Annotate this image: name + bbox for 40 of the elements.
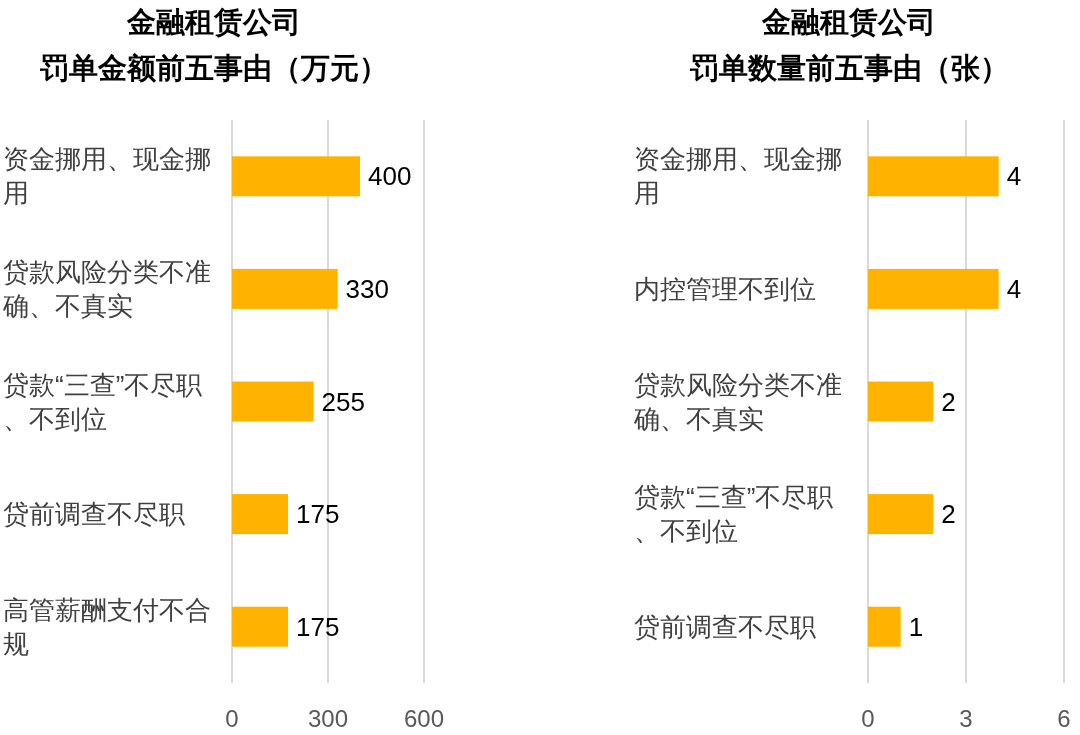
data-label: 175 bbox=[296, 499, 340, 530]
y-tick-label: 贷款风险分类不准确、不真实 bbox=[2, 256, 211, 321]
data-label: 1 bbox=[908, 611, 924, 642]
chart-title: 金融租赁公司 bbox=[125, 6, 301, 38]
x-tick-label: 0 bbox=[861, 705, 875, 732]
bar bbox=[868, 156, 999, 197]
data-label: 255 bbox=[321, 386, 365, 417]
bar bbox=[232, 494, 288, 535]
y-tick-label: 资金挪用、现金挪用 bbox=[3, 144, 211, 209]
chart-subtitle: 罚单数量前五事由（张） bbox=[688, 52, 1009, 84]
data-label: 400 bbox=[368, 161, 412, 192]
x-tick-label: 600 bbox=[403, 705, 445, 732]
bar bbox=[232, 156, 360, 197]
bar bbox=[232, 606, 288, 647]
data-label: 330 bbox=[345, 273, 389, 304]
y-tick-label: 贷前调查不尽职 bbox=[3, 499, 185, 530]
data-label: 4 bbox=[1006, 273, 1022, 304]
chart-title: 金融租赁公司 bbox=[761, 6, 936, 38]
data-label: 175 bbox=[296, 611, 340, 642]
x-tick-label: 300 bbox=[307, 705, 349, 732]
x-tick-label: 3 bbox=[959, 705, 973, 732]
y-tick-label: 内控管理不到位 bbox=[634, 273, 816, 304]
y-tick-label: 高管薪酬支付不合规 bbox=[3, 594, 211, 659]
bar bbox=[868, 606, 901, 647]
y-tick-label: 贷前调查不尽职 bbox=[634, 611, 816, 642]
data-label: 2 bbox=[941, 386, 956, 417]
bar bbox=[232, 381, 314, 422]
chart-subtitle: 罚单金额前五事由（万元） bbox=[38, 52, 388, 84]
bar bbox=[868, 494, 934, 535]
bar bbox=[232, 268, 338, 309]
x-tick-label: 6 bbox=[1057, 705, 1071, 732]
y-tick-label: 贷款“三查”不尽职、不到位 bbox=[634, 482, 834, 547]
data-label: 2 bbox=[941, 499, 956, 530]
bar bbox=[868, 381, 934, 422]
data-label: 4 bbox=[1006, 161, 1022, 192]
y-tick-label: 贷款风险分类不准确、不真实 bbox=[633, 369, 842, 434]
bar bbox=[868, 268, 999, 309]
y-tick-label: 贷款“三查”不尽职、不到位 bbox=[3, 369, 203, 434]
x-tick-label: 0 bbox=[225, 705, 239, 732]
y-tick-label: 资金挪用、现金挪用 bbox=[634, 144, 842, 209]
